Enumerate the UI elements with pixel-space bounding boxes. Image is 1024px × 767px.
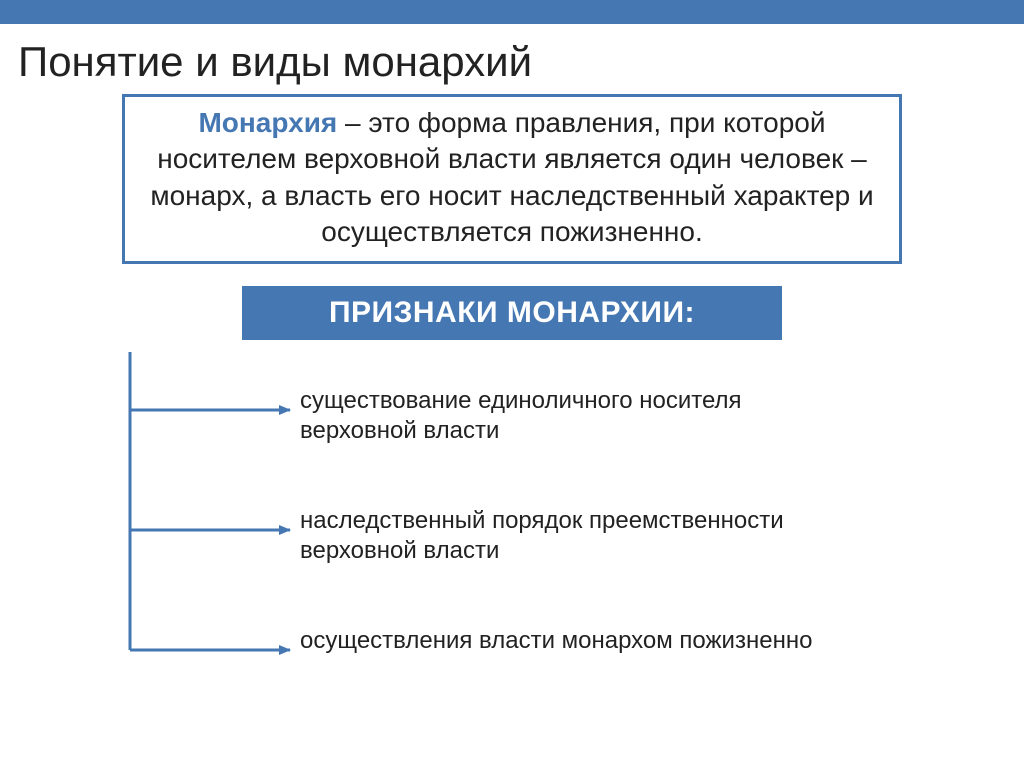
definition-box: Монархия – это форма правления, при кото… [122, 94, 902, 264]
feature-item: наследственный порядок преемственности в… [300, 506, 840, 566]
page-title: Понятие и виды монархий [18, 38, 1024, 86]
top-accent-bar [0, 0, 1024, 24]
feature-item: осуществления власти монархом пожизненно [300, 626, 812, 656]
feature-item: существование единоличного носителя верх… [300, 386, 840, 446]
diagram-area: существование единоличного носителя верх… [0, 350, 1024, 730]
definition-term: Монархия [198, 107, 337, 138]
features-header: ПРИЗНАКИ МОНАРХИИ: [242, 286, 782, 340]
